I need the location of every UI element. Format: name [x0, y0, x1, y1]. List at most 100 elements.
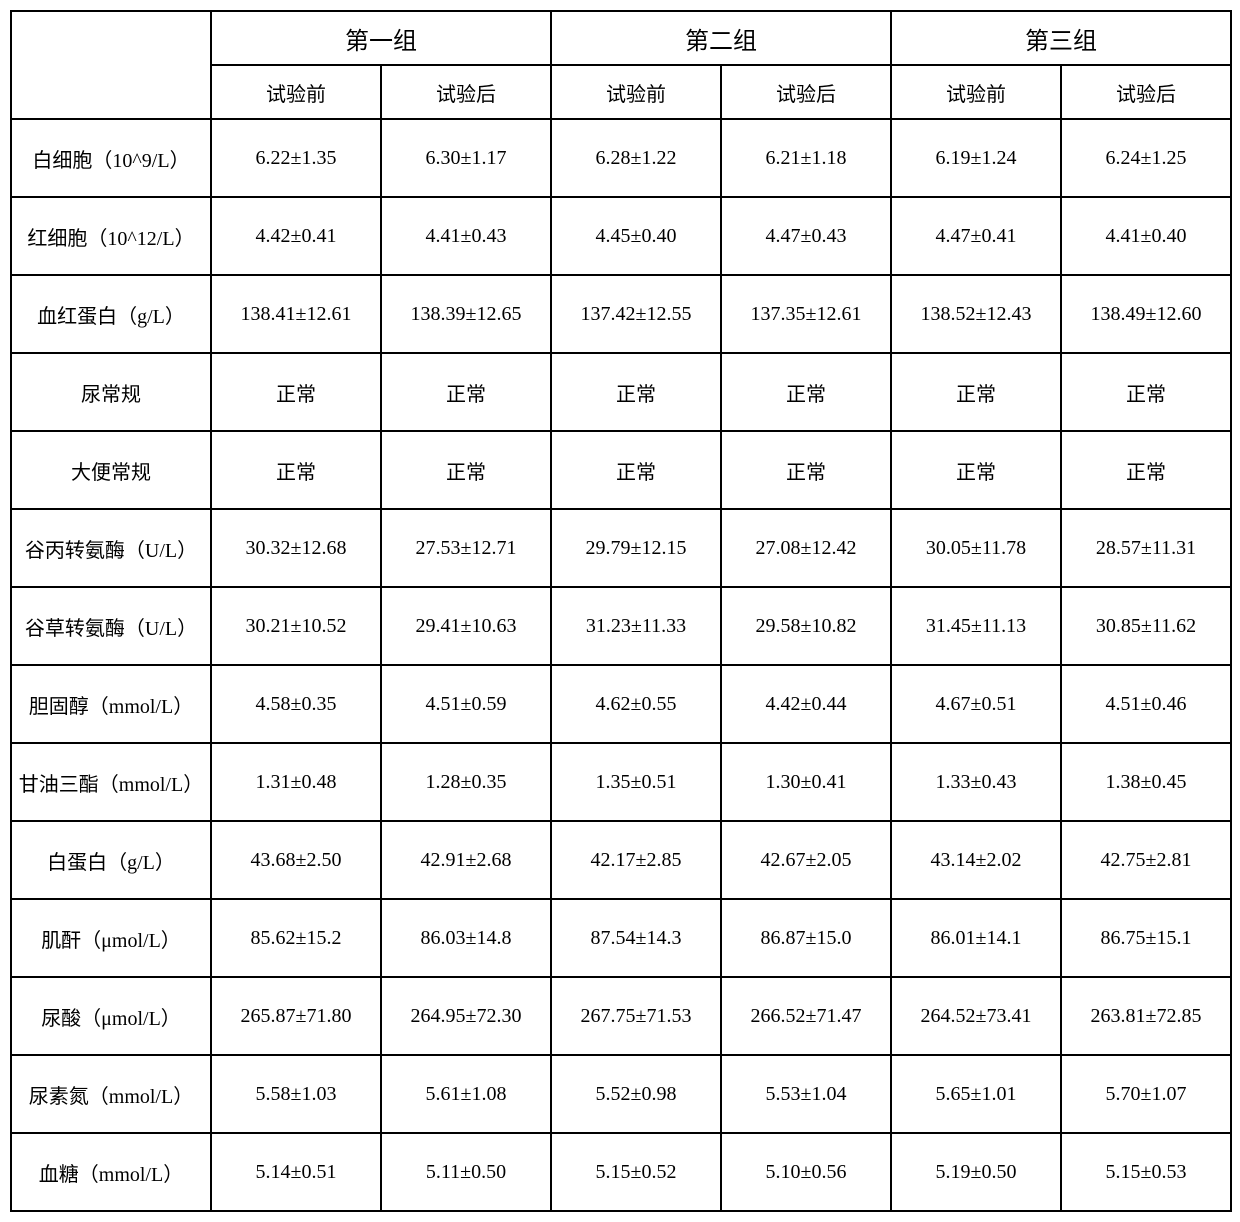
data-cell: 31.45±11.13: [891, 587, 1061, 665]
data-cell: 5.70±1.07: [1061, 1055, 1231, 1133]
data-cell: 4.41±0.43: [381, 197, 551, 275]
data-cell: 5.52±0.98: [551, 1055, 721, 1133]
data-cell: 86.03±14.8: [381, 899, 551, 977]
row-label: 血红蛋白（g/L）: [11, 275, 211, 353]
sub-header-g3-after: 试验后: [1061, 65, 1231, 119]
data-cell: 86.75±15.1: [1061, 899, 1231, 977]
row-label: 谷草转氨酶（U/L）: [11, 587, 211, 665]
data-cell: 86.01±14.1: [891, 899, 1061, 977]
data-cell: 42.91±2.68: [381, 821, 551, 899]
sub-header-g2-after: 试验后: [721, 65, 891, 119]
data-cell: 1.38±0.45: [1061, 743, 1231, 821]
data-cell: 263.81±72.85: [1061, 977, 1231, 1055]
data-cell: 正常: [1061, 353, 1231, 431]
data-cell: 5.58±1.03: [211, 1055, 381, 1133]
row-label: 胆固醇（mmol/L）: [11, 665, 211, 743]
data-cell: 5.61±1.08: [381, 1055, 551, 1133]
row-label: 尿酸（μmol/L）: [11, 977, 211, 1055]
row-label: 谷丙转氨酶（U/L）: [11, 509, 211, 587]
data-cell: 6.22±1.35: [211, 119, 381, 197]
data-cell: 4.42±0.41: [211, 197, 381, 275]
table-row: 胆固醇（mmol/L）4.58±0.354.51±0.594.62±0.554.…: [11, 665, 1231, 743]
data-cell: 正常: [551, 431, 721, 509]
data-cell: 5.10±0.56: [721, 1133, 891, 1211]
data-cell: 4.41±0.40: [1061, 197, 1231, 275]
data-cell: 30.21±10.52: [211, 587, 381, 665]
data-cell: 85.62±15.2: [211, 899, 381, 977]
data-cell: 30.32±12.68: [211, 509, 381, 587]
table-row: 血糖（mmol/L）5.14±0.515.11±0.505.15±0.525.1…: [11, 1133, 1231, 1211]
data-cell: 正常: [211, 353, 381, 431]
row-label: 红细胞（10^12/L）: [11, 197, 211, 275]
data-cell: 30.85±11.62: [1061, 587, 1231, 665]
table-row: 甘油三酯（mmol/L）1.31±0.481.28±0.351.35±0.511…: [11, 743, 1231, 821]
data-cell: 138.39±12.65: [381, 275, 551, 353]
group-header-3: 第三组: [891, 11, 1231, 65]
data-cell: 4.51±0.59: [381, 665, 551, 743]
row-label: 肌酐（μmol/L）: [11, 899, 211, 977]
data-cell: 265.87±71.80: [211, 977, 381, 1055]
data-cell: 正常: [891, 353, 1061, 431]
sub-header-g1-before: 试验前: [211, 65, 381, 119]
data-cell: 138.49±12.60: [1061, 275, 1231, 353]
data-cell: 264.52±73.41: [891, 977, 1061, 1055]
data-cell: 正常: [1061, 431, 1231, 509]
group-header-2: 第二组: [551, 11, 891, 65]
table-row: 肌酐（μmol/L）85.62±15.286.03±14.887.54±14.3…: [11, 899, 1231, 977]
table-row: 谷草转氨酶（U/L）30.21±10.5229.41±10.6331.23±11…: [11, 587, 1231, 665]
data-cell: 5.11±0.50: [381, 1133, 551, 1211]
data-cell: 4.58±0.35: [211, 665, 381, 743]
row-label: 白蛋白（g/L）: [11, 821, 211, 899]
data-cell: 43.14±2.02: [891, 821, 1061, 899]
data-cell: 29.79±12.15: [551, 509, 721, 587]
table-row: 尿酸（μmol/L）265.87±71.80264.95±72.30267.75…: [11, 977, 1231, 1055]
data-cell: 42.67±2.05: [721, 821, 891, 899]
data-cell: 42.17±2.85: [551, 821, 721, 899]
data-cell: 正常: [721, 431, 891, 509]
table-row: 白细胞（10^9/L）6.22±1.356.30±1.176.28±1.226.…: [11, 119, 1231, 197]
data-cell: 1.33±0.43: [891, 743, 1061, 821]
data-cell: 6.30±1.17: [381, 119, 551, 197]
data-cell: 86.87±15.0: [721, 899, 891, 977]
data-cell: 4.51±0.46: [1061, 665, 1231, 743]
row-label: 血糖（mmol/L）: [11, 1133, 211, 1211]
data-cell: 4.47±0.41: [891, 197, 1061, 275]
sub-header-g3-before: 试验前: [891, 65, 1061, 119]
data-cell: 6.21±1.18: [721, 119, 891, 197]
row-label: 白细胞（10^9/L）: [11, 119, 211, 197]
data-cell: 4.45±0.40: [551, 197, 721, 275]
data-cell: 87.54±14.3: [551, 899, 721, 977]
data-cell: 138.41±12.61: [211, 275, 381, 353]
data-cell: 137.42±12.55: [551, 275, 721, 353]
table-row: 尿常规正常正常正常正常正常正常: [11, 353, 1231, 431]
data-cell: 267.75±71.53: [551, 977, 721, 1055]
data-cell: 30.05±11.78: [891, 509, 1061, 587]
table-row: 尿素氮（mmol/L）5.58±1.035.61±1.085.52±0.985.…: [11, 1055, 1231, 1133]
data-cell: 27.53±12.71: [381, 509, 551, 587]
table-row: 大便常规正常正常正常正常正常正常: [11, 431, 1231, 509]
data-cell: 28.57±11.31: [1061, 509, 1231, 587]
data-cell: 4.62±0.55: [551, 665, 721, 743]
data-cell: 正常: [721, 353, 891, 431]
group-header-row: 第一组 第二组 第三组: [11, 11, 1231, 65]
table-row: 谷丙转氨酶（U/L）30.32±12.6827.53±12.7129.79±12…: [11, 509, 1231, 587]
data-cell: 266.52±71.47: [721, 977, 891, 1055]
data-cell: 137.35±12.61: [721, 275, 891, 353]
data-cell: 4.67±0.51: [891, 665, 1061, 743]
data-cell: 5.15±0.52: [551, 1133, 721, 1211]
group-header-1: 第一组: [211, 11, 551, 65]
data-cell: 正常: [381, 353, 551, 431]
data-cell: 4.47±0.43: [721, 197, 891, 275]
data-cell: 5.19±0.50: [891, 1133, 1061, 1211]
data-cell: 43.68±2.50: [211, 821, 381, 899]
data-cell: 1.31±0.48: [211, 743, 381, 821]
data-cell: 29.41±10.63: [381, 587, 551, 665]
data-cell: 5.15±0.53: [1061, 1133, 1231, 1211]
row-label: 大便常规: [11, 431, 211, 509]
sub-header-g2-before: 试验前: [551, 65, 721, 119]
data-cell: 正常: [891, 431, 1061, 509]
data-cell: 1.28±0.35: [381, 743, 551, 821]
data-cell: 27.08±12.42: [721, 509, 891, 587]
data-cell: 4.42±0.44: [721, 665, 891, 743]
table-row: 红细胞（10^12/L）4.42±0.414.41±0.434.45±0.404…: [11, 197, 1231, 275]
